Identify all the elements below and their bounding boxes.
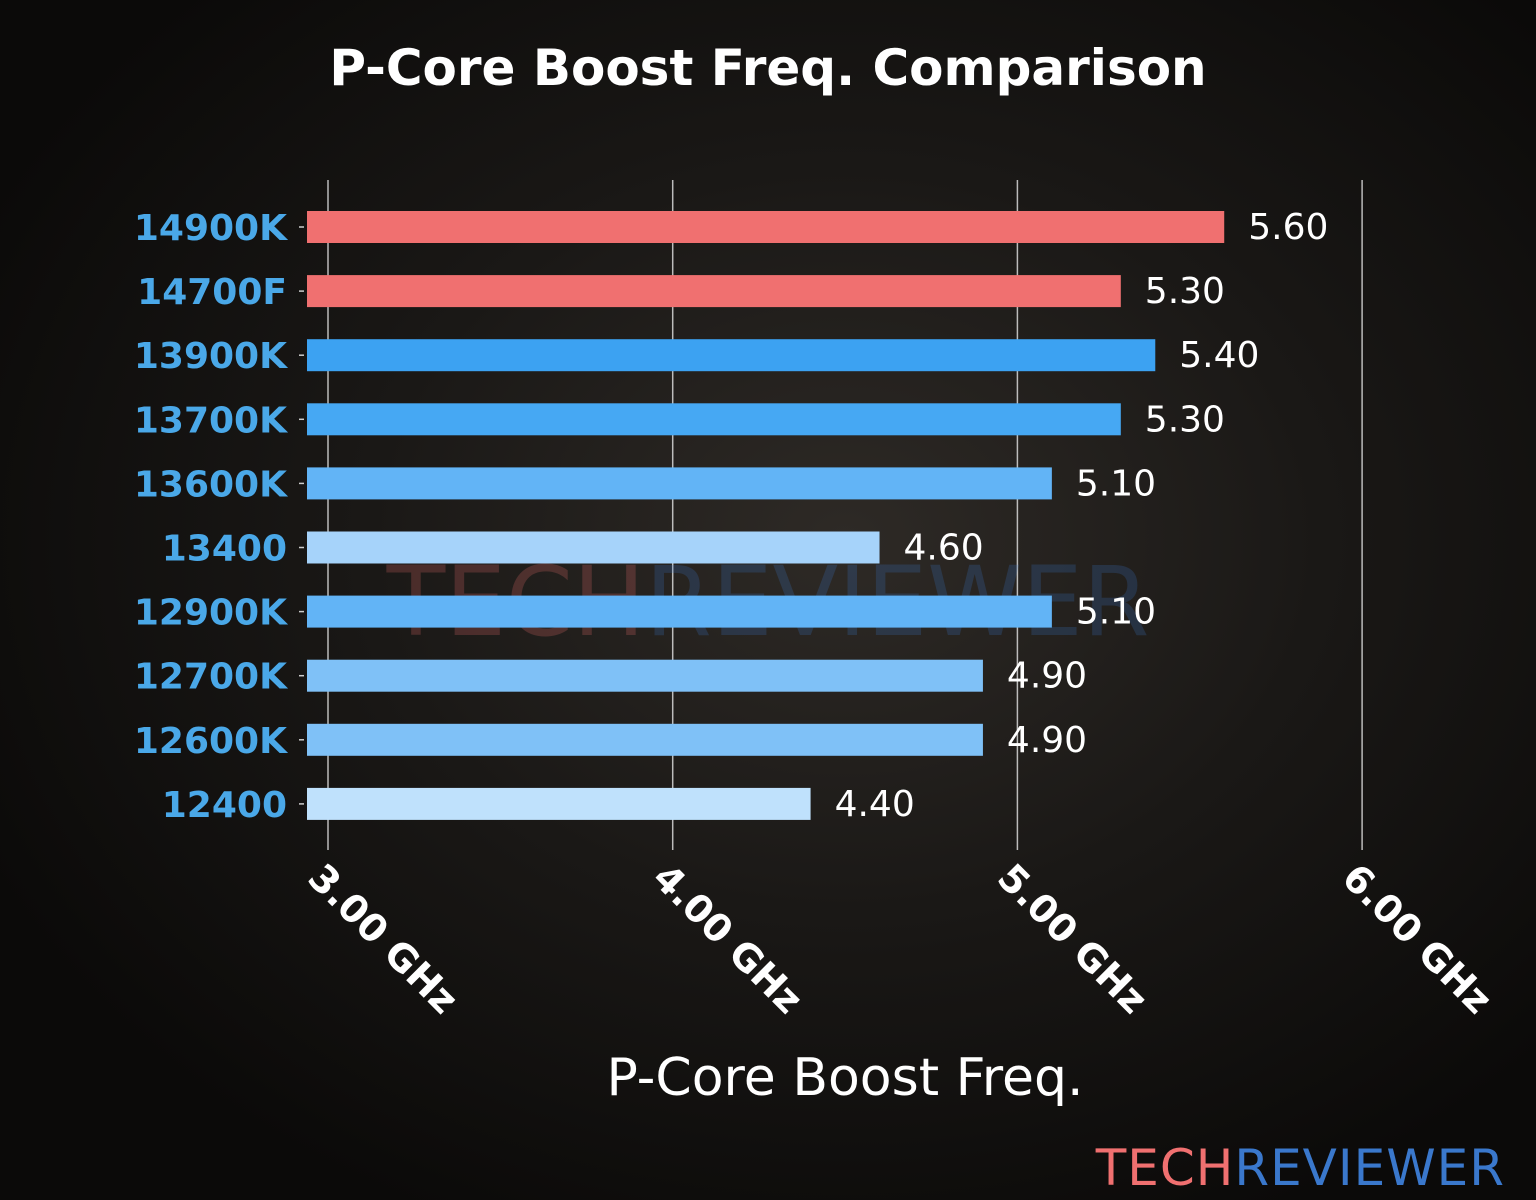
value-label: 5.40 (1179, 335, 1259, 376)
category-label: 14700F (137, 272, 287, 313)
value-label: 4.40 (835, 784, 915, 825)
bar (307, 275, 1121, 308)
category-label: 13600K (134, 464, 288, 505)
value-label: 5.10 (1076, 592, 1156, 633)
x-tick-label: 6.00 GHz (1334, 855, 1501, 1022)
value-label: 5.10 (1076, 463, 1156, 504)
x-tick-label: 3.00 GHz (300, 855, 467, 1022)
bar (307, 339, 1156, 372)
bar (307, 211, 1225, 243)
value-label: 5.30 (1145, 399, 1225, 440)
category-label: 12400 (162, 785, 287, 826)
bar (307, 787, 811, 820)
bar (307, 467, 1052, 500)
bar (307, 723, 983, 756)
category-label: 13700K (134, 400, 288, 441)
category-label: 12700K (134, 657, 288, 698)
value-label: 4.60 (904, 528, 984, 569)
bar (307, 595, 1052, 628)
value-label: 4.90 (1007, 656, 1087, 697)
category-label: 14900K (134, 208, 288, 249)
category-label: 12600K (134, 721, 288, 762)
bar (307, 531, 880, 564)
value-label: 4.90 (1007, 720, 1087, 761)
logo: TECHREVIEWER (1095, 1139, 1505, 1197)
x-tick-label: 5.00 GHz (989, 855, 1156, 1022)
category-label: 12900K (134, 593, 288, 634)
chart-title: P-Core Boost Freq. Comparison (329, 39, 1206, 97)
value-label: 5.60 (1248, 207, 1328, 248)
value-label: 5.30 (1145, 271, 1225, 312)
x-axis-label: P-Core Boost Freq. (606, 1048, 1083, 1108)
x-tick-label: 4.00 GHz (644, 855, 811, 1022)
category-label: 13400 (162, 529, 287, 570)
category-label: 13900K (134, 336, 288, 377)
bar (307, 659, 983, 692)
bar (307, 403, 1121, 436)
